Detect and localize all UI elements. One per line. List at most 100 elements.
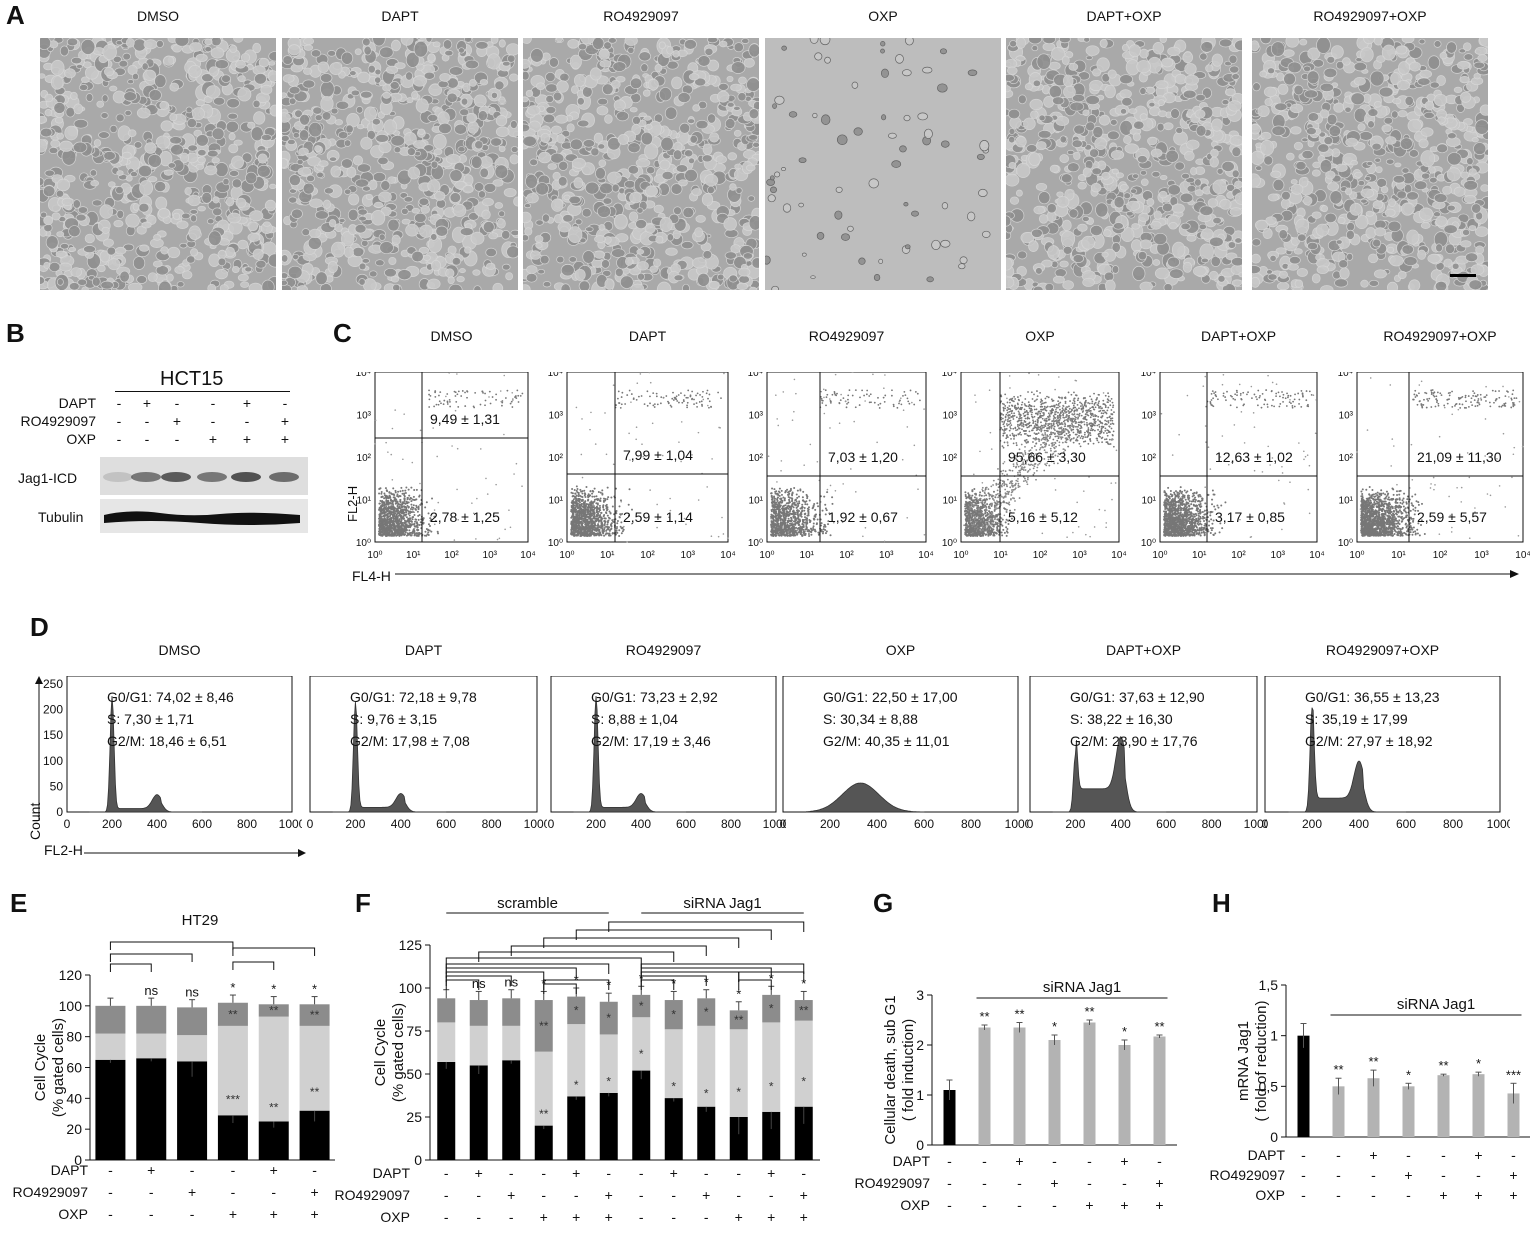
significance-mid: ** xyxy=(799,1003,809,1017)
panel-d-y-axis-arrow xyxy=(35,676,43,821)
bar-segment-g0-g1 xyxy=(794,1106,813,1160)
treatment-sign: - xyxy=(1017,1175,1022,1191)
treatment-sign: - xyxy=(1371,1187,1376,1203)
significance-mid: * xyxy=(769,1002,774,1016)
treatment-sign: - xyxy=(108,1162,113,1178)
bar xyxy=(1472,1074,1485,1137)
hist-x-tick: 600 xyxy=(192,817,212,831)
micrograph-title: RO4929097 xyxy=(603,8,679,24)
flow-plot-title: DAPT xyxy=(628,328,667,344)
treatment-sign: - xyxy=(1301,1167,1306,1183)
treatment-sign: + xyxy=(1439,1187,1447,1203)
treatment-sign: + xyxy=(572,1165,580,1181)
flow-x-tick: 10² xyxy=(1033,550,1048,561)
hist-x-tick: 0 xyxy=(64,817,71,831)
flow-x-tick: 10⁴ xyxy=(918,550,933,561)
panel-d-x-axis-arrow xyxy=(84,849,306,857)
flow-x-tick: 10⁴ xyxy=(1515,550,1530,561)
panel-label-f: F xyxy=(355,888,371,918)
significance-mid: * xyxy=(671,1008,676,1022)
treatment-sign: - xyxy=(210,395,216,411)
s-phase-value: S: 35,19 ± 17,99 xyxy=(1305,711,1408,727)
flow-y-tick: 10⁴ xyxy=(356,372,371,379)
bar-segment-s xyxy=(469,1025,488,1066)
flow-y-tick: 10³ xyxy=(1142,411,1157,422)
flow-x-tick: 10² xyxy=(839,550,854,561)
g2m-value: G2/M: 27,97 ± 18,92 xyxy=(1305,733,1433,749)
flow-x-tick: 10³ xyxy=(483,550,498,561)
bar-segment-g2-m xyxy=(599,1001,618,1035)
lower-quadrant-value: 5,16 ± 5,12 xyxy=(1008,509,1078,525)
significance-marker: ** xyxy=(1438,1058,1448,1073)
treatment-sign: - xyxy=(190,1206,195,1222)
treatment-sign: + xyxy=(280,413,290,429)
flow-x-tick: 10¹ xyxy=(1391,550,1406,561)
cell-cycle-histogram: G0/G1: 37,63 ± 12,90 S: 38,22 ± 16,30 G2/M… xyxy=(1027,676,1267,831)
bar-segment-s xyxy=(177,1035,208,1062)
bar xyxy=(1507,1093,1520,1137)
g0g1-value: G0/G1: 74,02 ± 8,46 xyxy=(107,689,234,705)
flow-y-tick: 10⁴ xyxy=(942,372,957,379)
y-tick-label: 20 xyxy=(66,1121,82,1137)
significance-low: * xyxy=(704,1087,709,1101)
group-label-sirna: siRNA Jag1 xyxy=(1397,996,1475,1013)
flow-y-tick: 10² xyxy=(749,453,764,464)
treatment-sign: + xyxy=(800,1187,808,1203)
flow-y-tick: 10³ xyxy=(943,411,958,422)
bar-segment-g0-g1 xyxy=(502,1060,521,1160)
treatment-row-label: DAPT xyxy=(1248,1147,1286,1163)
treatment-sign: + xyxy=(280,431,290,447)
treatment-sign: - xyxy=(190,1162,195,1178)
hist-x-tick: 0 xyxy=(780,817,787,831)
significance-mid: * xyxy=(639,999,644,1013)
flow-x-tick: 10⁴ xyxy=(1111,550,1126,561)
bar-segment-g0-g1 xyxy=(437,1061,456,1160)
hist-x-tick: 600 xyxy=(914,817,934,831)
flow-y-tick: 10⁰ xyxy=(1141,538,1156,549)
treatment-sign: + xyxy=(767,1165,775,1181)
treatment-sign: - xyxy=(639,1209,644,1225)
treatment-sign: - xyxy=(1087,1175,1092,1191)
significance-mid: ** xyxy=(228,1007,238,1021)
significance-top: * xyxy=(271,982,276,997)
hist-x-tick: 400 xyxy=(867,817,887,831)
flow-plot-title: OXP xyxy=(1025,328,1055,344)
flow-y-tick: 10⁰ xyxy=(942,538,957,549)
hist-x-tick: 600 xyxy=(436,817,456,831)
cell-cycle-histogram: G0/G1: 72,18 ± 9,78 S: 9,76 ± 3,15 G2/M: 1… xyxy=(307,676,547,831)
flow-y-tick: 10² xyxy=(357,453,372,464)
treatment-row-label: RO4929097 xyxy=(1209,1167,1285,1183)
jag1-band xyxy=(161,472,191,482)
treatment-sign: + xyxy=(1369,1147,1377,1163)
jag1-band xyxy=(269,472,299,482)
micrograph-texture xyxy=(40,38,276,290)
comparison-bracket xyxy=(109,941,234,950)
significance-mid: ** xyxy=(269,1003,279,1017)
treatment-sign: + xyxy=(188,1184,196,1200)
treatment-row-label: RO4929097 xyxy=(334,1187,410,1203)
treatment-sign: + xyxy=(208,431,218,447)
bar xyxy=(1013,1027,1026,1145)
treatment-sign: + xyxy=(1509,1167,1517,1183)
significance-mid: * xyxy=(574,1003,579,1017)
flow-x-tick: 10² xyxy=(1433,550,1448,561)
significance-marker: ** xyxy=(979,1009,989,1024)
treatment-sign: - xyxy=(444,1209,449,1225)
bar-segment-s xyxy=(664,1029,683,1099)
micrograph-texture xyxy=(523,38,759,290)
flow-dot-plot: 95,66 ± 3,30 5,16 ± 5,12 10⁰ 10¹ 10² 10³ 10⁴ 10… xyxy=(942,372,1127,561)
y-axis-label: ( fold of reduction) xyxy=(1253,1001,1270,1122)
bar-segment-s xyxy=(567,1024,586,1097)
hist-x-tick: 400 xyxy=(1349,817,1369,831)
hist-x-tick: 800 xyxy=(1202,817,1222,831)
jag1-band xyxy=(131,472,161,482)
significance-low: * xyxy=(769,1080,774,1094)
cell-cycle-histogram: G0/G1: 73,23 ± 2,92 S: 8,88 ± 1,04 G2/M: 1… xyxy=(548,676,786,831)
treatment-sign: + xyxy=(767,1209,775,1225)
